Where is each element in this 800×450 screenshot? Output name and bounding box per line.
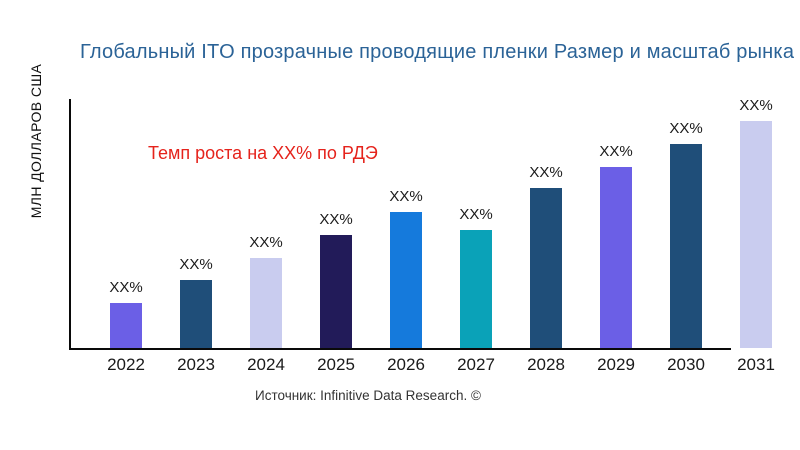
x-tick-label: 2022: [107, 355, 145, 374]
bar-2028: [530, 188, 562, 348]
bar-2022: [110, 303, 142, 348]
bar-2030: [670, 144, 702, 348]
source-credit: Источник: Infinitive Data Research. ©: [255, 388, 481, 403]
x-tick-label: 2029: [597, 355, 635, 374]
bar-2023: [180, 280, 212, 348]
bar-2029: [600, 167, 632, 348]
x-tick-label: 2027: [457, 355, 495, 374]
bar-value-label: XX%: [389, 188, 423, 205]
bar-value-label: XX%: [599, 143, 633, 160]
x-tick-label: 2023: [177, 355, 215, 374]
x-axis-line: [69, 348, 731, 350]
bar-2024: [250, 258, 282, 348]
x-tick-label: 2024: [247, 355, 285, 374]
x-tick-label: 2031: [737, 355, 775, 374]
bar-value-label: XX%: [669, 120, 703, 137]
bar-value-label: XX%: [459, 206, 493, 223]
bar-2025: [320, 235, 352, 348]
bar-value-label: XX%: [529, 164, 563, 181]
bar-value-label: XX%: [179, 256, 213, 273]
y-axis-label: МЛН ДОЛЛАРОВ США: [28, 63, 44, 219]
y-axis-line: [69, 99, 71, 349]
bar-value-label: XX%: [109, 279, 143, 296]
chart-title: Глобальный ITO прозрачные проводящие пле…: [80, 41, 795, 63]
x-tick-label: 2030: [667, 355, 705, 374]
bar-value-label: XX%: [319, 211, 353, 228]
bar-value-label: XX%: [249, 234, 283, 251]
bar-2026: [390, 212, 422, 348]
growth-rate-annotation: Темп роста на XX% по РДЭ: [148, 143, 378, 163]
bar-value-label: XX%: [739, 97, 773, 114]
bar-2031: [740, 121, 772, 348]
x-tick-label: 2025: [317, 355, 355, 374]
x-tick-label: 2028: [527, 355, 565, 374]
x-tick-label: 2026: [387, 355, 425, 374]
bar-2027: [460, 230, 492, 348]
